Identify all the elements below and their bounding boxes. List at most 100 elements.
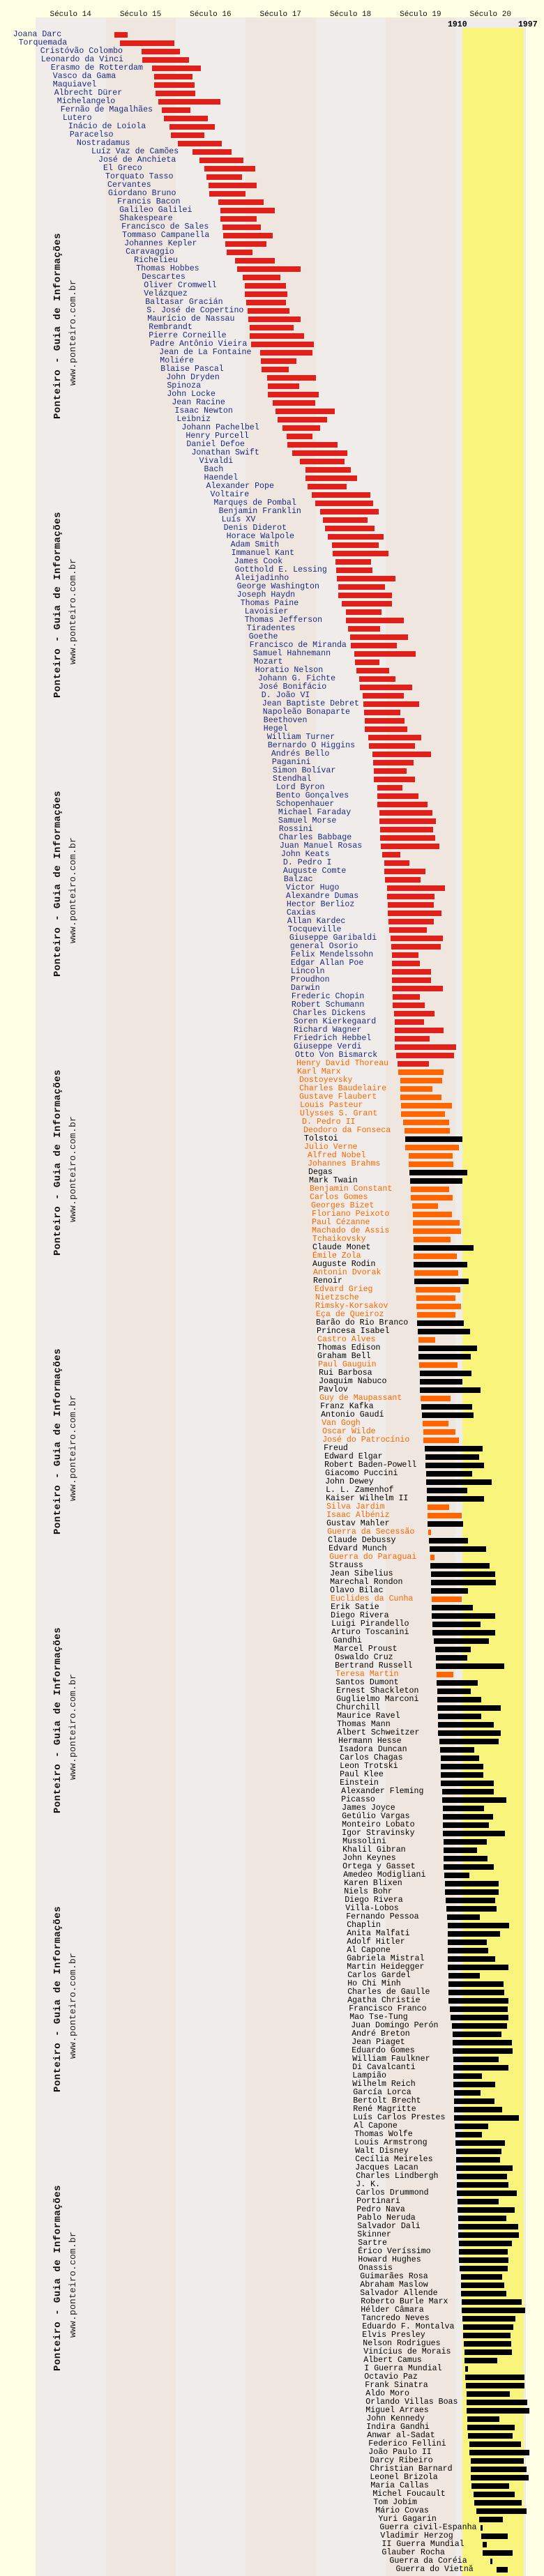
lifespan-bar (437, 1705, 501, 1711)
lifespan-bar (458, 2232, 519, 2238)
row-label: Jean de La Fontaine (159, 348, 252, 357)
row-label: general Osorio (289, 942, 358, 951)
lifespan-bar (388, 919, 435, 924)
lifespan-bar (153, 82, 195, 88)
row-label: Wilhelm Reich (352, 2080, 416, 2089)
row-label: Caxias (286, 908, 316, 917)
lifespan-bar (469, 2450, 529, 2455)
lifespan-bar (377, 793, 419, 799)
row-label: Jacques Lacan (355, 2163, 418, 2172)
lifespan-bar (248, 308, 290, 314)
lifespan-bar (245, 291, 288, 297)
row-label: Claude Debussy (328, 1536, 396, 1545)
row-label: Amedeo Modigliani (343, 1870, 426, 1880)
row-label: Agatha Christie (347, 1996, 421, 2005)
lifespan-bar (431, 1580, 497, 1585)
row-label: Barão do Rio Branco (316, 1318, 409, 1327)
lifespan-bar (479, 2517, 504, 2522)
row-label: John Dewey (325, 1477, 374, 1486)
row-label: Graham Bell (317, 1352, 371, 1361)
lifespan-bar (267, 375, 316, 381)
lifespan-bar (430, 1555, 435, 1560)
lifespan-bar (268, 392, 319, 397)
lifespan-bar (391, 944, 441, 950)
row-label: Proudhon (290, 975, 330, 984)
row-label: William Turner (266, 733, 335, 742)
row-label: Erik Satie (331, 1603, 379, 1612)
lifespan-bar (222, 224, 262, 230)
row-label: Abraham Maslow (360, 2280, 428, 2289)
row-label: Leonel Brizola (370, 2473, 438, 2482)
row-label: Carlos Gardel (347, 1971, 411, 1980)
row-label: Martin Heidegger (347, 1963, 425, 1972)
row-label: Frederic Chopin (291, 992, 365, 1001)
row-label: John Dryden (166, 373, 220, 382)
row-label: Tom Jobim (373, 2498, 417, 2507)
lifespan-bar (448, 1956, 496, 1962)
row-label: Charles Baudelaire (299, 1084, 387, 1093)
row-label: Johann Pachelbel (181, 423, 259, 432)
row-label: Al Capone (347, 1946, 391, 1955)
lifespan-bar (169, 124, 216, 130)
row-label: Edvard Grieg (315, 1285, 373, 1294)
row-label: Vinícius de Morais (363, 2347, 451, 2356)
row-label: Alexandre Dumas (285, 892, 359, 901)
lifespan-bar (235, 258, 275, 264)
lifespan-bar (455, 2132, 483, 2137)
watermark-title: Ponteiro - Guia de Informações (52, 511, 63, 698)
lifespan-bar (394, 1036, 430, 1042)
lifespan-bar (436, 1655, 468, 1661)
lifespan-bar (441, 1781, 494, 1786)
row-label: Alexander Pope (206, 482, 274, 491)
row-label: Eduardo F. Montalva (362, 2322, 455, 2331)
lifespan-bar (444, 1847, 478, 1853)
lifespan-bar (311, 492, 370, 498)
row-label: Edward Elgar (324, 1452, 383, 1461)
lifespan-bar (331, 542, 379, 548)
lifespan-bar (392, 1003, 425, 1008)
lifespan-bar (307, 484, 347, 489)
lifespan-bar (386, 885, 446, 891)
row-label: Paul Cézanne (312, 1218, 370, 1227)
lifespan-bar (414, 1245, 474, 1251)
row-label: Juan Manuel Rosas (279, 841, 363, 851)
lifespan-bar (250, 333, 305, 339)
lifespan-bar (444, 1864, 494, 1870)
lifespan-bar (454, 2107, 503, 2112)
row-label: Simon Bolívar (272, 766, 336, 775)
row-label: José de Anchieta (98, 155, 176, 165)
row-label: John Keats (280, 850, 330, 859)
row-label: Luíz Vaz de Camões (91, 147, 179, 156)
lifespan-bar (450, 2006, 508, 2012)
lifespan-bar (261, 358, 297, 364)
lifespan-bar (474, 2492, 515, 2497)
row-label: Vasco da Gama (52, 72, 116, 81)
row-label: Federico Fellini (368, 2439, 446, 2448)
row-label: Mussolini (342, 1837, 386, 1846)
lifespan-bar (438, 1722, 494, 1728)
row-label: Lutero (62, 114, 92, 123)
lifespan-bar (225, 241, 267, 247)
row-label: Thomas Jefferson (244, 616, 323, 625)
row-label: Schopenhauer (275, 800, 335, 809)
row-label: Hegel (263, 724, 288, 733)
row-label: Johann G. Fichte (257, 674, 336, 683)
lifespan-bar (416, 1304, 462, 1309)
row-label: Charles Dickens (292, 1009, 366, 1018)
lifespan-bar (431, 1588, 469, 1594)
row-label: Isadora Duncan (339, 1745, 407, 1754)
lifespan-bar (476, 2508, 527, 2514)
century-label: Século 18 (329, 10, 372, 19)
row-label: Eduardo Gomes (352, 2046, 415, 2055)
row-label: Cecília Meireles (355, 2155, 433, 2164)
lifespan-bar (428, 1530, 432, 1535)
lifespan-bar (454, 2115, 519, 2121)
lifespan-bar (448, 1931, 501, 1937)
lifespan-bar (462, 2308, 525, 2313)
row-label: Galileo Galilei (119, 206, 192, 215)
lifespan-bar (437, 1672, 454, 1677)
lifespan-bar (417, 1320, 464, 1326)
row-label: Anwar al-Sadat (367, 2431, 435, 2440)
row-label: Johannes Kepler (124, 239, 197, 248)
lifespan-bar (458, 2199, 499, 2204)
